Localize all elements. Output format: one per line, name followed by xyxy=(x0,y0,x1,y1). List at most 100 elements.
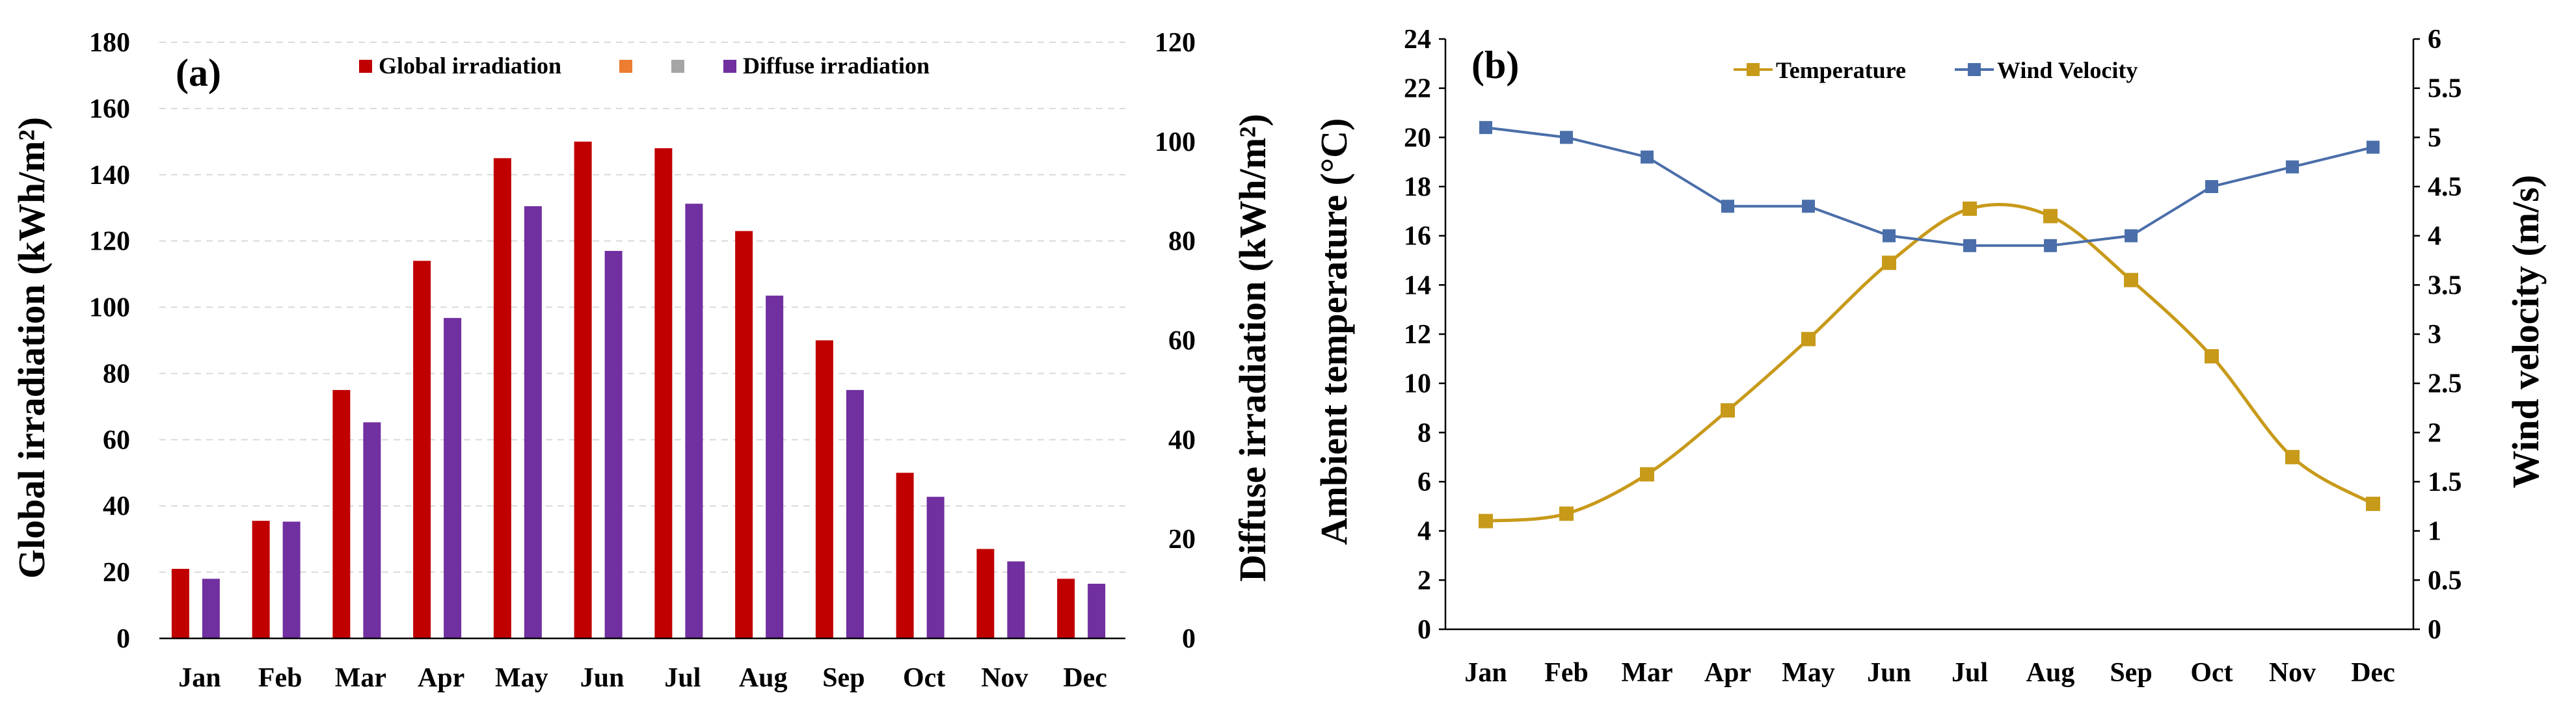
marker-wind-jan xyxy=(1479,121,1492,135)
panel-a-left-tick-label: 0 xyxy=(116,624,130,654)
panel-b-right-tick-label: 5.5 xyxy=(2428,74,2462,104)
bar-diffuse-jan xyxy=(202,579,220,638)
panel-a-x-tick-label: Apr xyxy=(418,663,464,693)
panel-b-label: (b) xyxy=(1471,44,1519,86)
panel-b-right-tick-label: 6 xyxy=(2428,25,2441,55)
panel-b-right-tick-label: 5 xyxy=(2428,123,2441,153)
marker-temperature-oct xyxy=(2205,349,2219,364)
panel-a-x-ticks: Jan Feb Mar Apr May Jun Jul Aug Sep Oct Nov Dec xyxy=(178,663,1107,693)
panel-b-x-tick-label: Jun xyxy=(1867,658,1911,688)
bar-global-feb xyxy=(252,521,270,638)
panel-b-left-tick-label: 10 xyxy=(1404,369,1431,399)
panel-a-x-tick-label: Jun xyxy=(580,663,624,693)
bar-global-jul xyxy=(654,148,673,638)
panel-b-right-axis-title: Wind velocity (m/s) xyxy=(2504,175,2547,488)
panel-b-left-tick-label: 4 xyxy=(1417,517,1431,547)
panel-b-right-tick-label: 0.5 xyxy=(2428,566,2462,595)
bar-diffuse-oct xyxy=(926,497,945,638)
panel-b-right-tick-label: 3 xyxy=(2428,320,2441,350)
panel-b-right-tick-label: 1 xyxy=(2428,517,2441,547)
marker-temperature-nov xyxy=(2285,450,2300,465)
panel-a-right-axis-title: Diffuse irradiation (kWh/m²) xyxy=(1231,114,1274,582)
panel-a-left-tick-label: 100 xyxy=(89,293,130,323)
marker-wind-may xyxy=(1802,200,1815,213)
bar-global-mar xyxy=(332,389,351,638)
legend-swatch-gray xyxy=(671,60,684,73)
panel-b-series-markers xyxy=(1479,121,2380,529)
panel-a-right-y-ticks: 0 20 40 60 80 100 120 xyxy=(1155,28,1196,654)
bar-global-aug xyxy=(735,231,753,639)
marker-temperature-jul xyxy=(1963,202,1977,216)
panel-a-left-y-ticks: 0 20 40 60 80 100 120 140 160 180 xyxy=(89,28,130,654)
panel-b-left-tick-label: 2 xyxy=(1417,566,1431,595)
legend-label-global: Global irradiation xyxy=(379,53,561,79)
panel-b-left-axis-title: Ambient temperature (°C) xyxy=(1313,118,1355,545)
bar-diffuse-jul xyxy=(685,203,703,639)
panel-a-right-tick-label: 0 xyxy=(1182,624,1196,654)
bar-diffuse-nov xyxy=(1007,561,1025,638)
panel-a-left-tick-label: 60 xyxy=(103,425,130,455)
panel-a-legend: Global irradiation Diffuse irradiation xyxy=(359,53,930,79)
panel-a-x-tick-label: Dec xyxy=(1063,663,1107,693)
panel-a-left-tick-label: 140 xyxy=(89,161,130,190)
marker-wind-jul xyxy=(1963,239,1976,252)
bar-global-jun xyxy=(574,141,592,639)
panel-a-right-tick-label: 60 xyxy=(1168,326,1196,356)
line-wind-velocity xyxy=(1485,126,2374,247)
bar-diffuse-may xyxy=(524,206,542,638)
panel-a-x-tick-label: Nov xyxy=(981,663,1028,693)
panel-b-left-tick-label: 0 xyxy=(1417,615,1431,645)
bar-global-sep xyxy=(815,340,833,638)
panel-a-x-tick-label: Feb xyxy=(258,663,302,693)
bar-global-oct xyxy=(896,473,914,638)
panel-a-right-tick-label: 100 xyxy=(1155,127,1196,157)
panel-b-x-tick-label: Dec xyxy=(2351,658,2395,688)
bar-diffuse-dec xyxy=(1088,583,1106,638)
panel-a-label: (a) xyxy=(176,51,221,94)
bar-diffuse-feb xyxy=(282,521,301,638)
line-temperature xyxy=(1485,203,2374,523)
panel-b-x-tick-label: Sep xyxy=(2110,658,2152,688)
marker-wind-apr xyxy=(1721,200,1734,213)
marker-temperature-jun xyxy=(1882,255,1896,270)
panel-b-x-ticks: Jan Feb Mar Apr May Jun Jul Aug Sep Oct Nov Dec xyxy=(1464,658,2395,688)
bar-diffuse-sep xyxy=(846,389,864,638)
bar-diffuse-apr xyxy=(444,318,462,638)
panel-b-left-tick-label: 6 xyxy=(1417,467,1431,497)
panel-b-x-tick-label: Aug xyxy=(2026,658,2075,688)
panel-b-right-tick-label: 3.5 xyxy=(2428,270,2462,300)
marker-temperature-jan xyxy=(1479,514,1493,529)
marker-temperature-mar xyxy=(1640,467,1654,482)
panel-a-irradiation-chart: 0 20 40 60 80 100 120 140 160 180 0 20 40 60 80 100 120… xyxy=(10,28,1274,693)
panel-a-right-tick-label: 20 xyxy=(1168,525,1196,555)
legend-swatch-global xyxy=(359,60,372,73)
panel-b-x-tick-label: Feb xyxy=(1544,658,1589,688)
panel-a-left-axis-title: Global irradiation (kWh/m²) xyxy=(10,117,53,579)
panel-a-left-tick-label: 160 xyxy=(89,94,130,124)
panel-a-right-tick-label: 40 xyxy=(1168,425,1196,455)
legend-label-diffuse: Diffuse irradiation xyxy=(743,53,930,79)
panel-a-x-tick-label: Jul xyxy=(664,663,701,693)
panel-b-x-tick-label: May xyxy=(1782,658,1835,688)
legend-swatch-orange xyxy=(619,60,632,73)
panel-b-x-tick-label: Nov xyxy=(2269,658,2316,688)
marker-wind-sep xyxy=(2125,229,2138,242)
panel-b-right-tick-label: 2 xyxy=(2428,418,2441,448)
panel-a-left-tick-label: 40 xyxy=(103,491,130,521)
panel-b-left-tick-label: 16 xyxy=(1404,222,1431,252)
marker-wind-dec xyxy=(2367,140,2380,154)
bar-global-nov xyxy=(976,549,995,638)
bar-global-dec xyxy=(1057,579,1075,638)
panel-b-x-tick-label: Apr xyxy=(1704,658,1751,688)
panel-a-gridlines xyxy=(159,42,1125,573)
bar-global-apr xyxy=(413,261,431,638)
panel-a-x-tick-label: Sep xyxy=(822,663,865,693)
panel-b-left-tick-label: 20 xyxy=(1404,123,1431,153)
bar-global-jan xyxy=(171,569,189,638)
panel-a-left-tick-label: 120 xyxy=(89,227,130,257)
panel-b-left-tick-label: 18 xyxy=(1404,172,1431,202)
marker-temperature-dec xyxy=(2366,497,2380,512)
